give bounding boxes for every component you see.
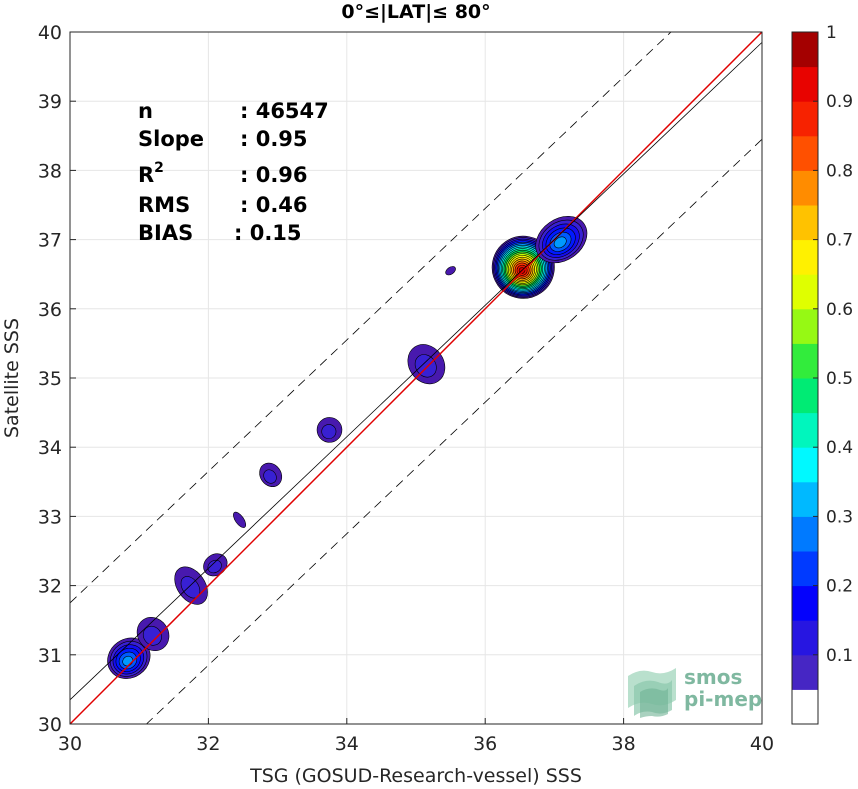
colorbar-segment [792, 481, 818, 517]
colorbar-segment [792, 135, 818, 171]
colorbar-segment [792, 516, 818, 552]
density-contour-level [263, 469, 277, 484]
colorbar-segment [792, 412, 818, 448]
colorbar-segment [792, 205, 818, 241]
colorbar-segment [792, 654, 818, 690]
stat-value: : 0.46 [240, 193, 308, 217]
y-tick-label: 34 [38, 437, 62, 459]
density-contour-level [321, 424, 337, 440]
colorbar-tick-label: 0.7 [826, 231, 853, 251]
colorbar-segment [792, 585, 818, 621]
density-blob [233, 511, 247, 528]
density-blob [259, 462, 283, 487]
x-tick-label: 30 [58, 733, 82, 755]
density-contour-level [445, 266, 456, 276]
stat-value: : 0.15 [234, 221, 302, 245]
chart-title: 0°≤|LAT|≤ 80° [341, 1, 490, 23]
density-contour-level [233, 511, 247, 528]
colorbar-segment [792, 551, 818, 587]
logo-line2: pi-mep [684, 687, 762, 711]
offset-band-line [70, 32, 672, 604]
x-tick-label: 34 [335, 733, 359, 755]
density-contour-level [553, 236, 567, 249]
y-tick-label: 31 [38, 645, 62, 667]
y-tick-label: 40 [38, 22, 62, 44]
smos-logo: smos pi-mep [628, 665, 762, 718]
y-tick-label: 36 [38, 299, 62, 321]
colorbar-tick-label: 0.1 [826, 646, 853, 666]
y-axis-ticks: 30 31 32 33 34 35 36 37 38 39 40 [38, 22, 76, 736]
colorbar-segment [792, 274, 818, 310]
colorbar-tick-label: 0.5 [826, 369, 853, 389]
stat-label: Slope [138, 127, 204, 151]
y-tick-label: 38 [38, 160, 62, 182]
x-tick-label: 36 [473, 733, 497, 755]
colorbar-segment [792, 447, 818, 483]
x-axis-ticks: 30 32 34 36 38 40 [58, 718, 774, 755]
colorbar-tick-label: 0.3 [826, 507, 853, 527]
density-blob [535, 216, 588, 264]
density-contour-level [207, 559, 222, 574]
colorbar-tick-label: 0.4 [826, 438, 853, 458]
one-to-one-line [70, 32, 762, 724]
colorbar-segment [792, 620, 818, 656]
colorbar-tick-label: 0.8 [826, 161, 853, 181]
colorbar [791, 31, 819, 725]
density-blob [203, 553, 228, 577]
colorbar-segment [792, 32, 818, 68]
colorbar-segment [792, 689, 818, 725]
density-blob [445, 266, 456, 276]
y-tick-label: 32 [38, 576, 62, 598]
y-axis-label: Satellite SSS [1, 318, 23, 438]
colorbar-tick-label: 0.2 [826, 577, 853, 597]
offset-band-line [145, 138, 762, 724]
stat-label: BIAS [138, 221, 193, 245]
y-tick-label: 35 [38, 368, 62, 390]
stat-value: : 0.96 [240, 163, 308, 187]
colorbar-segment [792, 66, 818, 102]
stat-label: n [138, 99, 153, 123]
regression-line [70, 42, 762, 701]
logo-line1: smos [684, 665, 742, 689]
colorbar-tick-label: 0.6 [826, 300, 853, 320]
density-blob [136, 617, 170, 651]
x-tick-label: 40 [750, 733, 774, 755]
colorbar-tick-label: 1 [826, 23, 837, 43]
wave-logo-icon [628, 668, 676, 718]
colorbar-tick-label: 0.9 [826, 92, 853, 112]
density-blob [107, 637, 151, 679]
y-tick-label: 33 [38, 506, 62, 528]
stat-value: : 0.95 [240, 127, 308, 151]
density-blob [316, 417, 343, 443]
x-tick-label: 38 [612, 733, 636, 755]
x-axis-label: TSG (GOSUD-Research-vessel) SSS [249, 765, 582, 787]
colorbar-segment [792, 101, 818, 137]
colorbar-segment [792, 170, 818, 206]
y-tick-label: 30 [38, 714, 62, 736]
density-contour-level [142, 625, 162, 646]
stat-value: : 46547 [240, 99, 329, 123]
y-tick-label: 37 [38, 230, 62, 252]
stat-label: RMS [138, 193, 190, 217]
colorbar-segment [792, 308, 818, 344]
colorbar-segment [792, 378, 818, 414]
x-tick-label: 32 [196, 733, 220, 755]
colorbar-ticks: 0.1 0.2 0.3 0.4 0.5 0.6 0.7 0.8 0.9 1 [813, 23, 853, 666]
colorbar-segment [792, 343, 818, 379]
colorbar-segment [792, 239, 818, 275]
y-tick-label: 39 [38, 91, 62, 113]
reference-lines [70, 32, 762, 724]
